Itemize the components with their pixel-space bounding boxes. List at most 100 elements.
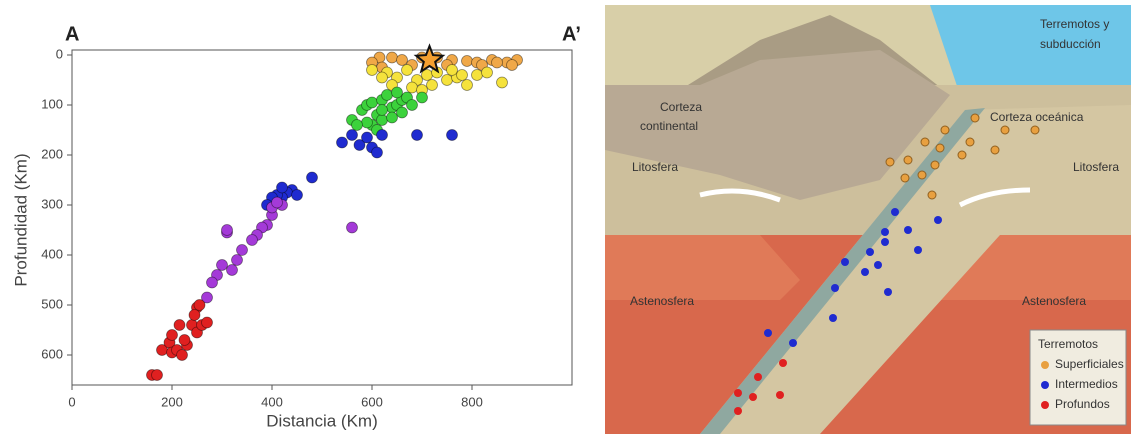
layer-label: Litosfera [632,160,678,174]
point [151,369,163,381]
point [231,254,243,266]
point [391,86,403,99]
y-tick-label: 600 [41,346,63,361]
point [351,119,363,131]
asthenosphere-left [605,235,800,300]
point [361,116,373,129]
x-tick-label: 600 [361,394,383,409]
slab [700,105,1131,434]
point [226,264,238,276]
y-axis-title: Profundidad (Km) [11,153,30,286]
point [236,244,248,256]
legend-swatch [1041,401,1049,409]
point [446,129,458,141]
point [406,99,418,111]
sea [930,5,1131,95]
point [271,196,283,209]
point [376,71,388,84]
point [446,64,458,76]
continental-crust [605,50,950,200]
point [461,55,473,67]
legend-title: Terremotos [1038,337,1098,351]
subduction-diagram: Terremotos y subducción Corteza continen… [605,5,1131,434]
epicenter-star [413,43,446,74]
point [456,69,468,81]
point [441,74,453,86]
point [411,129,423,141]
point [491,56,503,69]
layer-label: Litosfera [1073,160,1119,174]
y-tick-label: 100 [41,96,63,111]
y-tick-label: 300 [41,196,63,211]
point [166,329,178,341]
point [306,171,318,184]
y-tick-label: 500 [41,296,63,311]
point [188,309,201,321]
layer-label: continental [640,119,698,133]
point [416,91,428,104]
x-tick-label: 800 [461,394,483,409]
point [376,114,388,126]
section-label: A’ [562,23,581,45]
legend-box [1029,329,1127,426]
point [401,64,413,76]
point [178,334,191,346]
point [353,139,366,151]
legend-label: Profundos [1055,397,1110,411]
x-tick-label: 400 [261,394,283,409]
point [201,316,213,329]
slab-top [700,108,985,434]
diagram-title: subducción [1040,37,1101,51]
arrow [699,188,781,203]
point [366,96,378,109]
x-axis-title: Distancia (Km) [266,411,377,430]
point [246,234,258,246]
point [376,104,388,116]
point [173,319,186,331]
point [481,66,493,79]
point [386,111,398,124]
point [461,79,473,91]
point [471,69,483,81]
point [221,224,233,236]
point [346,221,358,234]
point [366,64,378,76]
asthenosphere-right [940,235,1131,300]
point [426,79,438,91]
arrow [958,187,1031,208]
point [276,181,288,194]
x-tick-label: 0 [68,394,75,409]
point [336,136,348,149]
shallow-quakes [885,113,1040,200]
point [291,189,303,201]
y-tick-label: 0 [56,46,63,61]
point [496,76,508,89]
point [406,81,418,94]
point [206,276,218,289]
legend-swatch [1041,361,1049,369]
section-label: A [65,23,79,45]
legend-swatch [1041,381,1049,389]
point [176,349,188,361]
point [386,51,398,64]
point [396,106,408,119]
point [361,131,373,144]
point [216,259,228,271]
intermediate-quakes [764,208,942,347]
point [381,89,393,101]
point [201,291,213,304]
point [396,54,408,66]
layer-label: Corteza oceánica [990,110,1084,124]
layer-label: Astenosfera [630,294,694,308]
diagram-title: Terremotos y [1040,17,1109,31]
layer-label: Astenosfera [1022,294,1086,308]
plot-frame [71,49,573,386]
x-tick-label: 200 [161,394,183,409]
point [193,299,206,311]
layer-label: Corteza [660,100,702,114]
y-tick-label: 400 [41,246,63,261]
deep-quakes [734,359,787,415]
legend-label: Superficiales [1055,357,1124,371]
point [346,129,358,141]
legend-label: Intermedios [1055,377,1118,391]
